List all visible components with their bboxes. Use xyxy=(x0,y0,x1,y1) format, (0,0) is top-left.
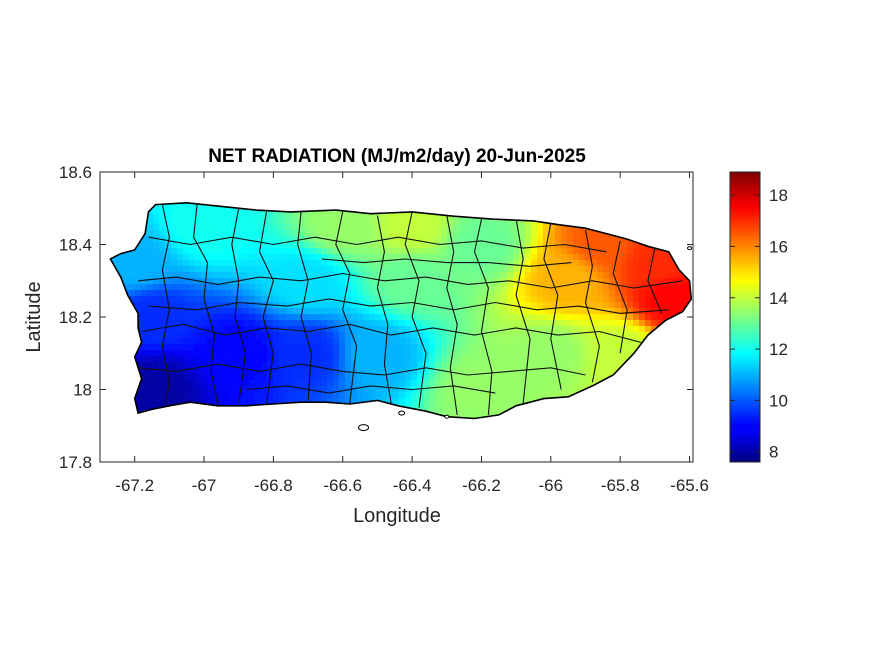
municipal-boundaries xyxy=(138,204,683,415)
municipal-boundary xyxy=(193,204,219,405)
municipal-boundary xyxy=(138,272,683,289)
municipal-boundary xyxy=(141,323,642,343)
colorbar-ticks: 8 10 12 14 16 18 xyxy=(730,186,788,462)
x-tick-label: -66.2 xyxy=(462,476,501,495)
islet xyxy=(687,246,693,251)
municipal-boundary xyxy=(473,218,493,415)
municipal-boundary xyxy=(543,222,562,390)
y-tick-label: 18.2 xyxy=(59,308,92,327)
municipal-boundary xyxy=(148,236,607,253)
municipal-boundary xyxy=(584,229,600,383)
municipal-boundary xyxy=(612,240,628,354)
colorbar-tick-label: 10 xyxy=(769,391,788,410)
municipal-boundary xyxy=(515,219,531,405)
islet xyxy=(398,410,406,416)
x-tick-label: -65.6 xyxy=(670,476,709,495)
y-axis-label: Latitude xyxy=(23,281,45,352)
y-tick-label: 18.4 xyxy=(59,236,92,255)
x-axis-ticks: -67.2 -67 -66.8 -66.6 -66.4 -66.2 -66 -65.8 -65.… xyxy=(115,172,709,495)
islet xyxy=(358,424,370,432)
offshore-islets xyxy=(358,246,693,432)
y-tick-label: 17.8 xyxy=(59,453,92,472)
x-tick-label: -66.4 xyxy=(393,476,432,495)
colorbar-gradient xyxy=(729,171,761,463)
x-tick-label: -67 xyxy=(192,476,217,495)
municipal-boundary xyxy=(335,211,358,405)
colorbar-tick-label: 8 xyxy=(769,443,778,462)
municipal-boundary xyxy=(148,298,669,314)
colorbar-tick-label: 14 xyxy=(769,289,788,308)
municipal-boundary xyxy=(647,247,663,314)
chart-title: NET RADIATION (MJ/m2/day) 20-Jun-2025 xyxy=(208,146,586,167)
x-tick-label: -66.6 xyxy=(323,476,362,495)
colorbar-tick-label: 16 xyxy=(769,237,788,256)
y-tick-label: 18 xyxy=(73,381,92,400)
x-tick-label: -65.8 xyxy=(601,476,640,495)
y-tick-label: 18.6 xyxy=(59,163,92,182)
colorbar-tick-label: 12 xyxy=(769,340,788,359)
x-axis-label: Longitude xyxy=(353,505,441,527)
municipal-boundary xyxy=(258,211,274,405)
municipal-boundary xyxy=(231,208,247,405)
municipal-boundary xyxy=(138,363,586,376)
municipal-boundary xyxy=(376,215,392,405)
colorbar-tick-label: 18 xyxy=(769,186,788,205)
municipal-boundary xyxy=(297,211,313,401)
colorbar: 8 10 12 14 16 18 xyxy=(729,171,788,463)
municipal-boundary xyxy=(245,385,496,394)
x-tick-label: -66.8 xyxy=(254,476,293,495)
y-axis-ticks: 17.8 18 18.2 18.4 18.6 xyxy=(59,163,693,472)
islet xyxy=(444,414,450,419)
municipal-boundary xyxy=(321,258,572,267)
municipal-boundary xyxy=(161,204,170,405)
x-tick-label: -67.2 xyxy=(115,476,154,495)
x-tick-label: -66 xyxy=(539,476,564,495)
municipal-boundary xyxy=(446,215,458,415)
coastline xyxy=(109,201,693,420)
